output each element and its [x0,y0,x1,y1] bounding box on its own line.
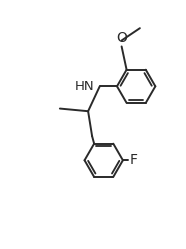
Text: HN: HN [75,80,95,93]
Text: F: F [129,153,137,167]
Text: O: O [116,31,127,45]
